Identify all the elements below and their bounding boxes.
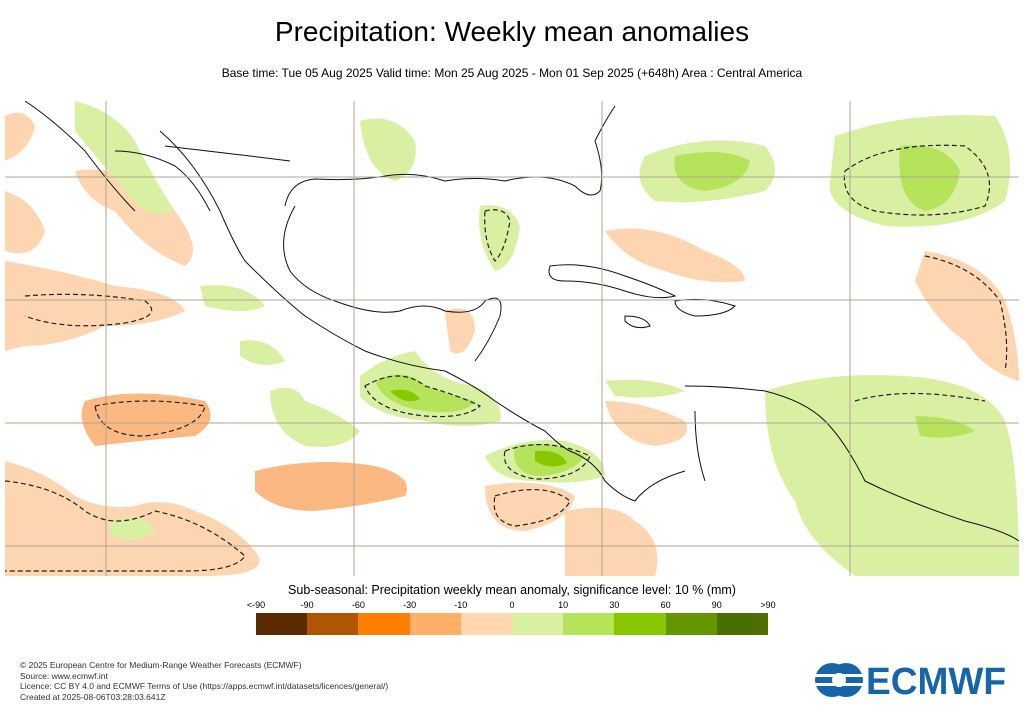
page-subtitle: Base time: Tue 05 Aug 2025 Valid time: M…: [221, 66, 803, 80]
legend-swatch: [409, 613, 461, 635]
legend-swatch: [460, 613, 513, 635]
legend-swatch: [716, 613, 769, 635]
legend-tick: <-90: [246, 600, 266, 610]
legend-ticks: <-90 -90 -60 -30 -10 0 10 30 60 90 >90: [247, 600, 776, 612]
legend-swatch: [614, 613, 666, 635]
legend-swatch: [563, 613, 615, 635]
legend-title: Sub-seasonal: Precipitation weekly mean …: [288, 583, 736, 597]
legend-tick: -30: [403, 600, 417, 610]
legend-swatch: [256, 613, 308, 635]
grid-lines: [5, 101, 1019, 576]
copyright-text: © 2025 European Centre for Medium-Range …: [20, 660, 302, 670]
legend-swatch: [358, 613, 410, 635]
legend-tick: -60: [351, 600, 365, 610]
legend-colorbar: [256, 613, 769, 635]
legend-tick: 10: [558, 600, 569, 610]
created-text: Created at 2025-08-06T03:28:03.641Z: [20, 691, 166, 702]
ecmwf-logo: ECMWF: [814, 662, 1006, 698]
significance-contours: [5, 144, 1008, 572]
legend-swatch: [665, 613, 717, 635]
positive-anomaly-regions: [75, 101, 1019, 576]
legend-swatch: [512, 613, 564, 635]
footer: © 2025 European Centre for Medium-Range …: [20, 660, 388, 702]
licence-text: Licence: CC BY 4.0 and ECMWF Terms of Us…: [20, 681, 389, 691]
legend-tick: -90: [300, 600, 314, 610]
page-title: Precipitation: Weekly mean anomalies: [274, 16, 750, 47]
anomaly-map: [5, 101, 1019, 576]
legend-tick: 0: [509, 600, 515, 610]
legend-tick: >90: [760, 600, 776, 610]
legend-tick: 90: [711, 600, 722, 610]
source-text: Source: www.ecmwf.int: [20, 670, 108, 681]
legend-tick: 30: [609, 600, 620, 610]
legend-tick: -10: [454, 600, 468, 610]
negative-anomaly-regions: [5, 112, 1019, 576]
legend-tick: 60: [660, 600, 671, 610]
svg-text:ECMWF: ECMWF: [866, 662, 1006, 698]
legend-swatch: [307, 613, 359, 635]
coastlines: [24, 101, 1019, 542]
